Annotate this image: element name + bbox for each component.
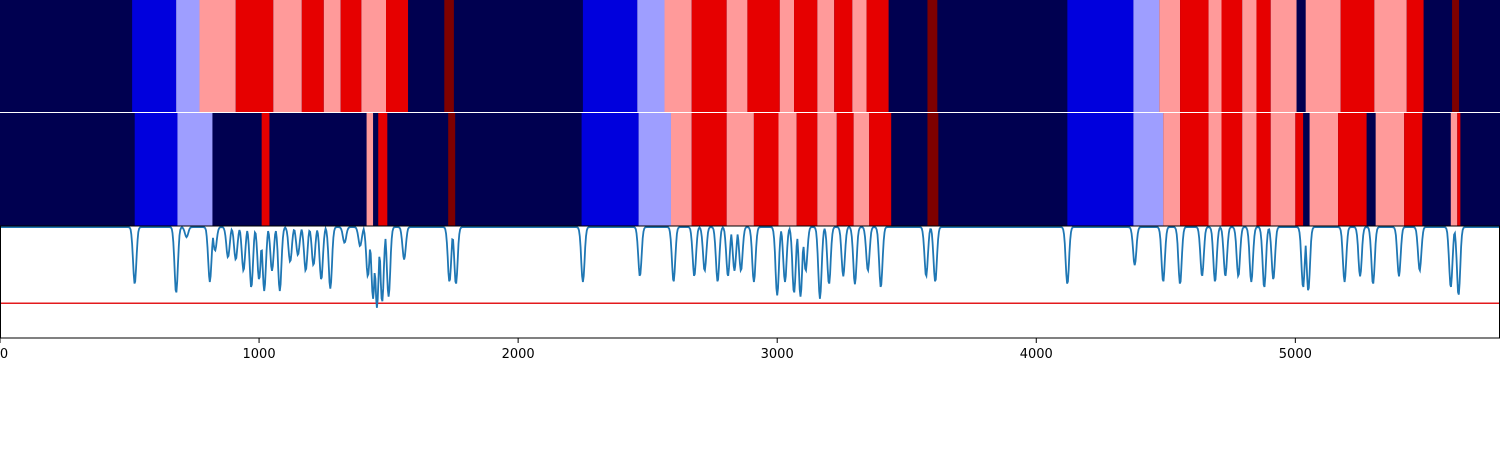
row-2-segment-10	[727, 113, 754, 226]
row-1-segment-15	[727, 0, 748, 112]
row-2-segment-23	[1209, 113, 1222, 226]
row-1-segment-21	[852, 0, 866, 112]
row-1-segment-7	[341, 0, 362, 112]
row-2-segment-7	[639, 113, 671, 226]
row-1-segment-25	[1133, 0, 1159, 112]
row-1-segment-3	[236, 0, 274, 112]
row-1-segment-2	[199, 0, 235, 112]
row-1-segment-29	[1222, 0, 1243, 112]
row-1-segment-0	[132, 0, 176, 112]
x-tick-label-3000: 3000	[761, 347, 794, 362]
row-1-segment-24	[1067, 0, 1133, 112]
row-1-segment-27	[1180, 0, 1208, 112]
row-2-segment-25	[1242, 113, 1256, 226]
row-2-segment-5	[448, 113, 455, 226]
row-2-segment-28	[1295, 113, 1303, 226]
row-1-segment-16	[747, 0, 779, 112]
line-panel-background	[0, 226, 1500, 338]
row-1-segment-37	[1407, 0, 1424, 112]
row-2-segment-9	[692, 113, 727, 226]
row-1-segment-33	[1297, 0, 1306, 112]
heatmap-row-1	[0, 0, 1500, 112]
row-2-segment-34	[1457, 113, 1460, 226]
row-2-segment-18	[927, 113, 938, 226]
row-1-segment-31	[1256, 0, 1270, 112]
row-2-segment-1	[177, 113, 212, 226]
row-1-segment-14	[692, 0, 727, 112]
x-tick-label-4000: 4000	[1020, 347, 1053, 362]
row-1-segment-12	[637, 0, 664, 112]
row-1-segment-1	[176, 0, 199, 112]
row-1-segment-20	[834, 0, 852, 112]
row-2-segment-27	[1271, 113, 1296, 226]
x-tick-label-2000: 2000	[502, 347, 535, 362]
row-1-segment-10	[444, 0, 454, 112]
x-tick-label-1000: 1000	[243, 347, 276, 362]
row-2-segment-30	[1338, 113, 1366, 226]
row-2-segment-26	[1256, 113, 1270, 226]
heatmap-row-2	[0, 113, 1500, 226]
row-1-segment-38	[1452, 0, 1459, 112]
row-1-segment-26	[1159, 0, 1180, 112]
row-2-segment-3	[367, 113, 373, 226]
row-1-segment-18	[794, 0, 817, 112]
row-2-segment-16	[854, 113, 870, 226]
row-1-segment-17	[780, 0, 794, 112]
row-1-segment-22	[867, 0, 889, 112]
row-2-segment-0	[135, 113, 178, 226]
row-2-segment-6	[582, 113, 639, 226]
row-1-segment-13	[665, 0, 692, 112]
row-2-segment-32	[1404, 113, 1422, 226]
row-1-segment-19	[817, 0, 834, 112]
row-2-segment-11	[754, 113, 779, 226]
row-2-segment-24	[1222, 113, 1243, 226]
row-1-segment-4	[273, 0, 301, 112]
row-1-segment-23	[927, 0, 937, 112]
row-2-segment-14	[817, 113, 836, 226]
row-1-segment-5	[302, 0, 324, 112]
row-1-segment-28	[1209, 0, 1222, 112]
row-2-segment-21	[1163, 113, 1180, 226]
row-1-segment-11	[583, 0, 637, 112]
x-tick-label-0: 0	[0, 347, 8, 362]
row-2-segment-13	[797, 113, 818, 226]
row-2-segment-12	[778, 113, 796, 226]
row-1-segment-35	[1341, 0, 1375, 112]
x-axis: 0 1000 2000 3000 4000 5000	[0, 338, 1312, 362]
row-1-segment-6	[324, 0, 341, 112]
row-1-segment-32	[1271, 0, 1297, 112]
row-2-segment-2	[262, 113, 270, 226]
row-2-segment-4	[378, 113, 387, 226]
row-1-segment-8	[361, 0, 386, 112]
row-2-segment-33	[1451, 113, 1457, 226]
row-2-segment-17	[869, 113, 891, 226]
row-1-segment-36	[1374, 0, 1406, 112]
row-2-segment-19	[1067, 113, 1133, 226]
row-2-segment-22	[1180, 113, 1208, 226]
row-2-segment-8	[671, 113, 692, 226]
x-tick-label-5000: 5000	[1279, 347, 1312, 362]
row-2-segment-29	[1310, 113, 1338, 226]
row-2-segment-20	[1133, 113, 1163, 226]
row-1-segment-9	[386, 0, 408, 112]
row-1-segment-30	[1242, 0, 1256, 112]
row-2-segment-15	[837, 113, 854, 226]
row-2-segment-31	[1376, 113, 1404, 226]
row-1-segment-34	[1306, 0, 1341, 112]
